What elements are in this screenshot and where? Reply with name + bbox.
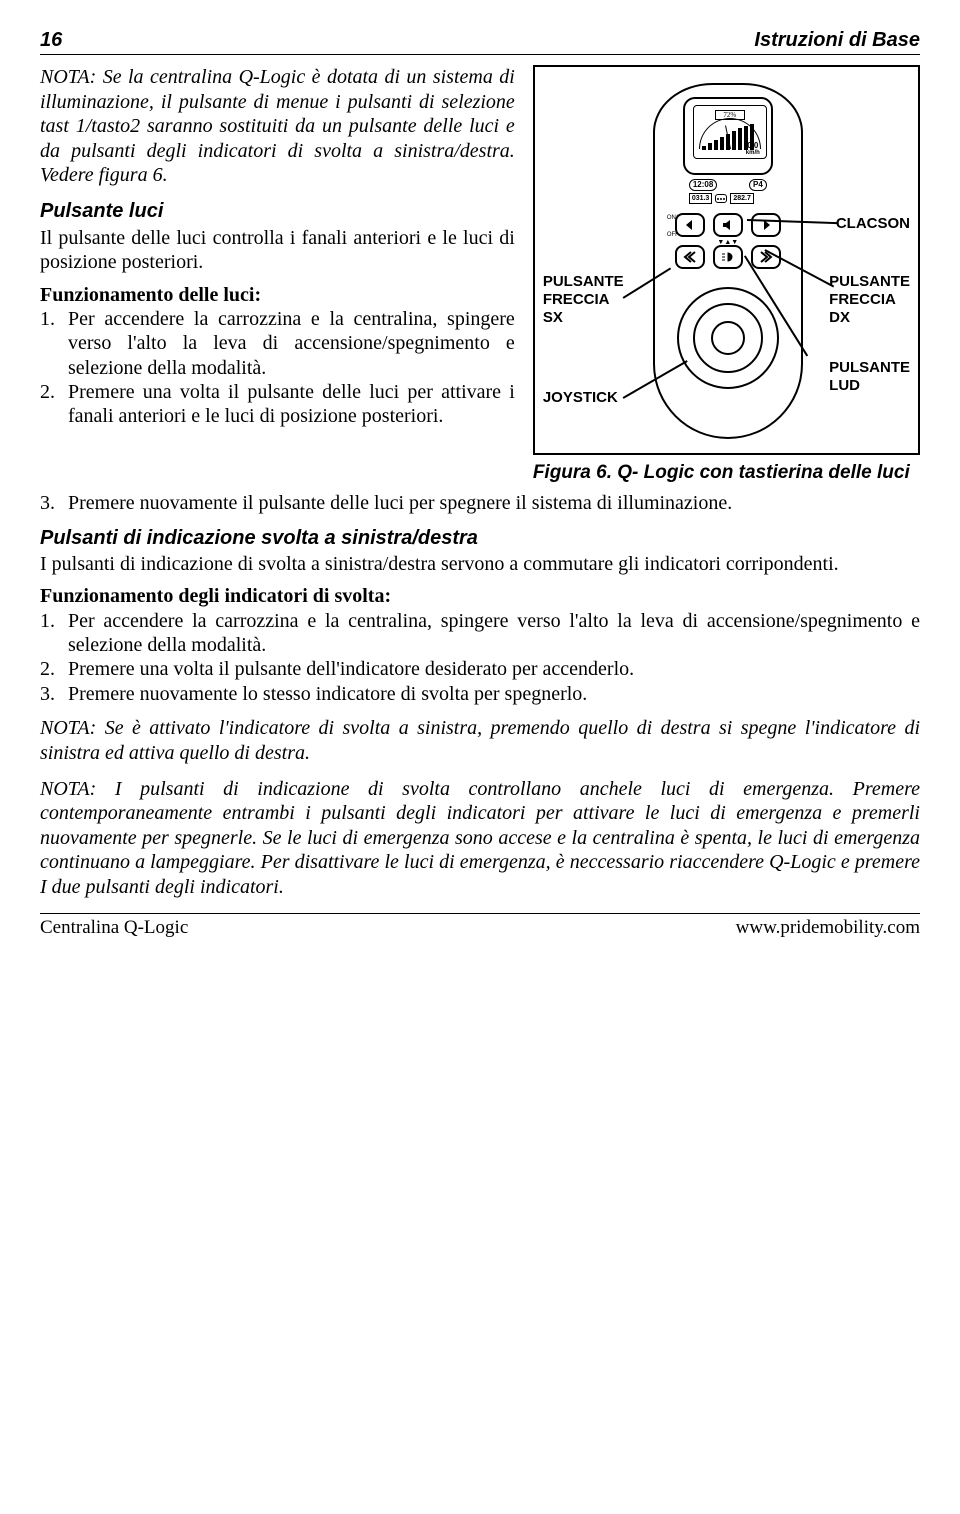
left-column: NOTA: Se la centralina Q-Logic è dotata … [40,65,515,485]
odo1: 031.3 [689,193,713,204]
list-item: 2.Premere una volta il pulsante delle lu… [40,380,515,429]
footer-rule [40,913,920,914]
speed-readout: 0.0 km/h [746,142,760,156]
label-pulsante-lud: PULSANTE LUD [829,359,910,395]
list-item: 1.Per accendere la carrozzina e la centr… [40,307,515,380]
list-item: 2.Premere una volta il pulsante dell'ind… [40,657,920,681]
section-title: Istruzioni di Base [754,28,920,52]
list-indicatori: 1.Per accendere la carrozzina e la centr… [40,609,920,707]
two-column-region: NOTA: Se la centralina Q-Logic è dotata … [40,65,920,485]
figure-caption: Figura 6. Q- Logic con tastierina delle … [533,461,920,485]
left-arrow-button [675,213,705,237]
label-joystick: JOYSTICK [543,389,618,407]
profile-pill: P4 [749,179,767,191]
note-3: NOTA: I pulsanti di indicazione di svolt… [40,777,920,899]
horn-button [713,213,743,237]
subhead-pulsante-luci: Pulsante luci [40,199,515,223]
note-1: NOTA: Se la centralina Q-Logic è dotata … [40,65,515,187]
page-number: 16 [40,28,62,52]
list-luci-cont: 3.Premere nuovamente il pulsante delle l… [40,491,920,515]
hazard-left-button [675,245,705,269]
note-2: NOTA: Se è attivato l'indicatore di svol… [40,716,920,765]
subhead-indicatori: Pulsanti di indicazione svolta a sinistr… [40,526,920,550]
lights-button [713,245,743,269]
list-item: 3.Premere nuovamente lo stesso indicator… [40,682,920,706]
time-pill: 12:08 [689,179,717,191]
footer-left: Centralina Q-Logic [40,916,188,939]
label-freccia-sx: PULSANTE FRECCIA SX [543,273,624,327]
header-rule [40,54,920,55]
list-luci: 1.Per accendere la carrozzina e la centr… [40,307,515,429]
listhead-luci: Funzionamento delle luci: [40,283,515,307]
para-pulsante-luci: Il pulsante delle luci controlla i fanal… [40,226,515,275]
label-clacson: CLACSON [836,215,910,233]
page-header: 16 Istruzioni di Base [40,28,920,52]
listhead-indicatori: Funzionamento degli indicatori di svolta… [40,584,920,608]
para-indicatori: I pulsanti di indicazione di svolta a si… [40,552,920,576]
right-arrow-button [751,213,781,237]
list-item: 1.Per accendere la carrozzina e la centr… [40,609,920,658]
joystick-knob [711,321,745,355]
list-item: 3.Premere nuovamente il pulsante delle l… [40,491,920,515]
label-freccia-dx: PULSANTE FRECCIA DX [829,273,910,327]
right-column: 72% 0.0 km/h 12:08 [533,65,920,485]
figure-6: 72% 0.0 km/h 12:08 [533,65,920,455]
page-footer: Centralina Q-Logic www.pridemobility.com [40,916,920,939]
footer-right: www.pridemobility.com [736,916,920,939]
controller-drawing: 72% 0.0 km/h 12:08 [653,83,803,439]
odo2: 282.7 [730,193,754,204]
